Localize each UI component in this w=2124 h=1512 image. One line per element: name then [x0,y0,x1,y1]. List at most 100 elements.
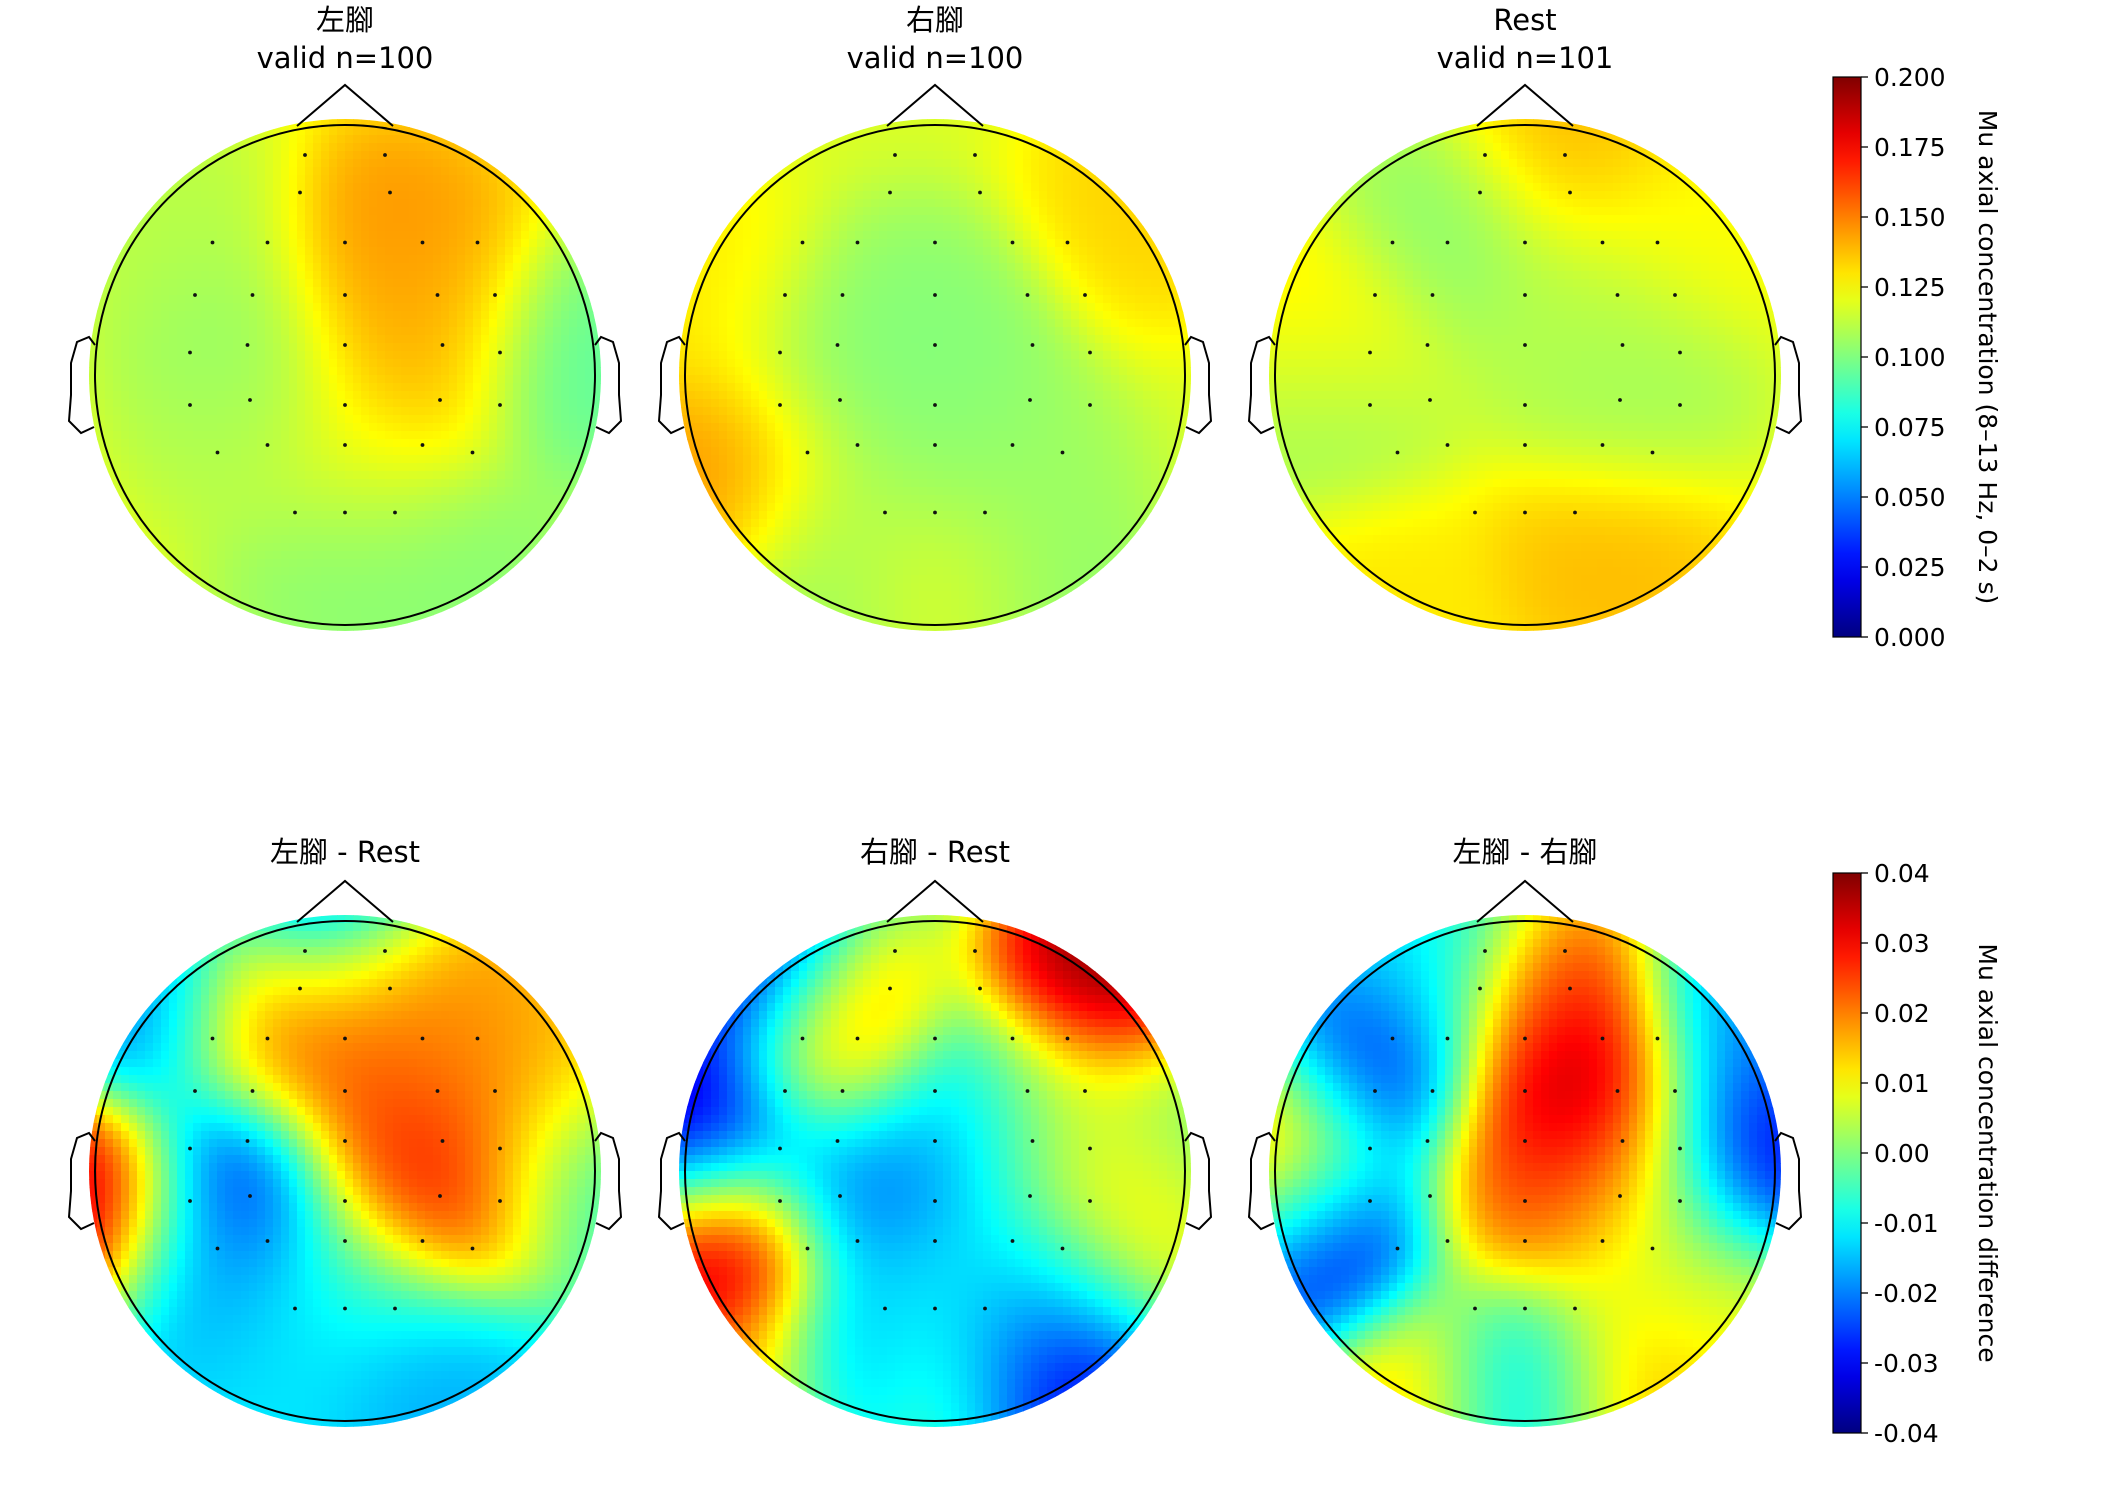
colorbar-tick-label: -0.01 [1874,1209,1939,1238]
left-ear-outline [67,1131,96,1231]
sensor-dot [1615,1089,1620,1093]
sensor-dot [835,343,840,347]
sensor-dot [933,1089,937,1093]
right-ear-outline [594,1131,623,1231]
sensor-dot [778,350,782,355]
sensor-dot [1615,293,1620,297]
topomap-panel-1: 左腳 valid n=100 [67,3,623,631]
head-outline [684,920,1186,1422]
sensor-dot [800,1036,805,1041]
head-outline [1274,920,1776,1422]
sensor-dot [1473,510,1477,515]
colorbar-tick-label: -0.04 [1874,1419,1939,1448]
sensor-dot [835,1139,840,1143]
nose-outline [296,83,394,127]
sensor-dot [1473,1306,1477,1311]
sensor-dot [1060,450,1065,455]
right-ear-outline [594,335,623,435]
sensor-dot [1600,1036,1605,1041]
sensor-dot [188,403,192,407]
sensor-dot [1673,293,1677,297]
sensor-dot [1573,1306,1577,1311]
sensor-dot [293,1306,297,1311]
heat-field [679,119,1191,631]
sensor-dot [188,1146,192,1151]
sensor-dot [1373,293,1377,297]
heat-field [1269,119,1781,631]
sensor-dot [265,1036,270,1041]
sensor-dot [343,510,347,515]
panel-subtitle: valid n=100 [847,41,1024,75]
sensor-dot [343,240,347,245]
sensor-dot [265,1239,270,1243]
sensor-dot [933,443,937,447]
right-ear-outline [1184,335,1213,435]
sensor-dot [435,1089,440,1093]
colorbar-tick-label: 0.04 [1874,859,1930,888]
sensor-dot [343,1199,347,1203]
sensor-dot [1445,443,1450,447]
sensor-dot [800,240,805,245]
sensor-dot [1523,1139,1527,1143]
sensor-dot [210,1036,215,1041]
sensor-dot [470,450,475,455]
head-outline [684,124,1186,626]
left-ear-outline [1247,335,1276,435]
colorbar-tick-label: 0.200 [1874,63,1946,92]
sensor-dot [1568,190,1572,195]
sensor-dot [973,153,977,157]
sensor-dot [778,403,782,407]
head-outline [94,124,596,626]
sensor-dot [1678,403,1682,407]
sensor-dot [1373,1089,1377,1093]
sensor-dot [888,190,892,195]
panel-title: 左腳 [316,3,374,37]
sensor-dot [1060,1246,1065,1251]
sensor-dot [440,1139,445,1143]
sensor-dot [783,293,787,297]
topomap-panel-2: 右腳 valid n=100 [657,3,1213,631]
heat-field [679,915,1191,1427]
sensor-dot [393,1306,397,1311]
nose-outline [886,879,984,923]
colorbar-tick-label: 0.050 [1874,483,1946,512]
sensor-dot [1563,949,1567,953]
sensor-dot [1523,403,1527,407]
sensor-dot [1650,1246,1655,1251]
sensor-dot [1523,1239,1527,1243]
sensor-dot [475,1036,480,1041]
sensor-dot [1445,1239,1450,1243]
sensor-dot [1600,240,1605,245]
sensor-dot [1428,1194,1432,1198]
sensor-dot [293,510,297,515]
colorbar-tick-label: -0.02 [1874,1279,1939,1308]
sensor-dot [420,1239,425,1243]
colorbar-tick-label: 0.02 [1874,999,1930,1028]
sensor-dot [298,986,302,991]
sensor-dot [343,1089,347,1093]
sensor-dot [973,949,977,953]
sensor-dot [1088,350,1092,355]
sensor-dot [883,1306,887,1311]
sensor-dot [1010,240,1015,245]
right-ear-outline [1184,1131,1213,1231]
sensor-dot [1065,240,1070,245]
sensor-dot [498,350,502,355]
sensor-dot [470,1246,475,1251]
sensor-dot [1010,1239,1015,1243]
sensor-dot [855,1239,860,1243]
sensor-dot [1025,293,1030,297]
sensor-dot [840,1089,845,1093]
sensor-dot [383,949,387,953]
sensor-dot [1678,1146,1682,1151]
sensor-dot [343,443,347,447]
sensor-dot [1390,1036,1395,1041]
colorbar-tick-label: -0.03 [1874,1349,1939,1378]
sensor-dot [1395,450,1400,455]
sensor-dot [855,1036,860,1041]
sensor-dot [215,450,220,455]
sensor-dot [1425,343,1430,347]
sensor-dot [265,443,270,447]
sensor-dot [1430,293,1435,297]
